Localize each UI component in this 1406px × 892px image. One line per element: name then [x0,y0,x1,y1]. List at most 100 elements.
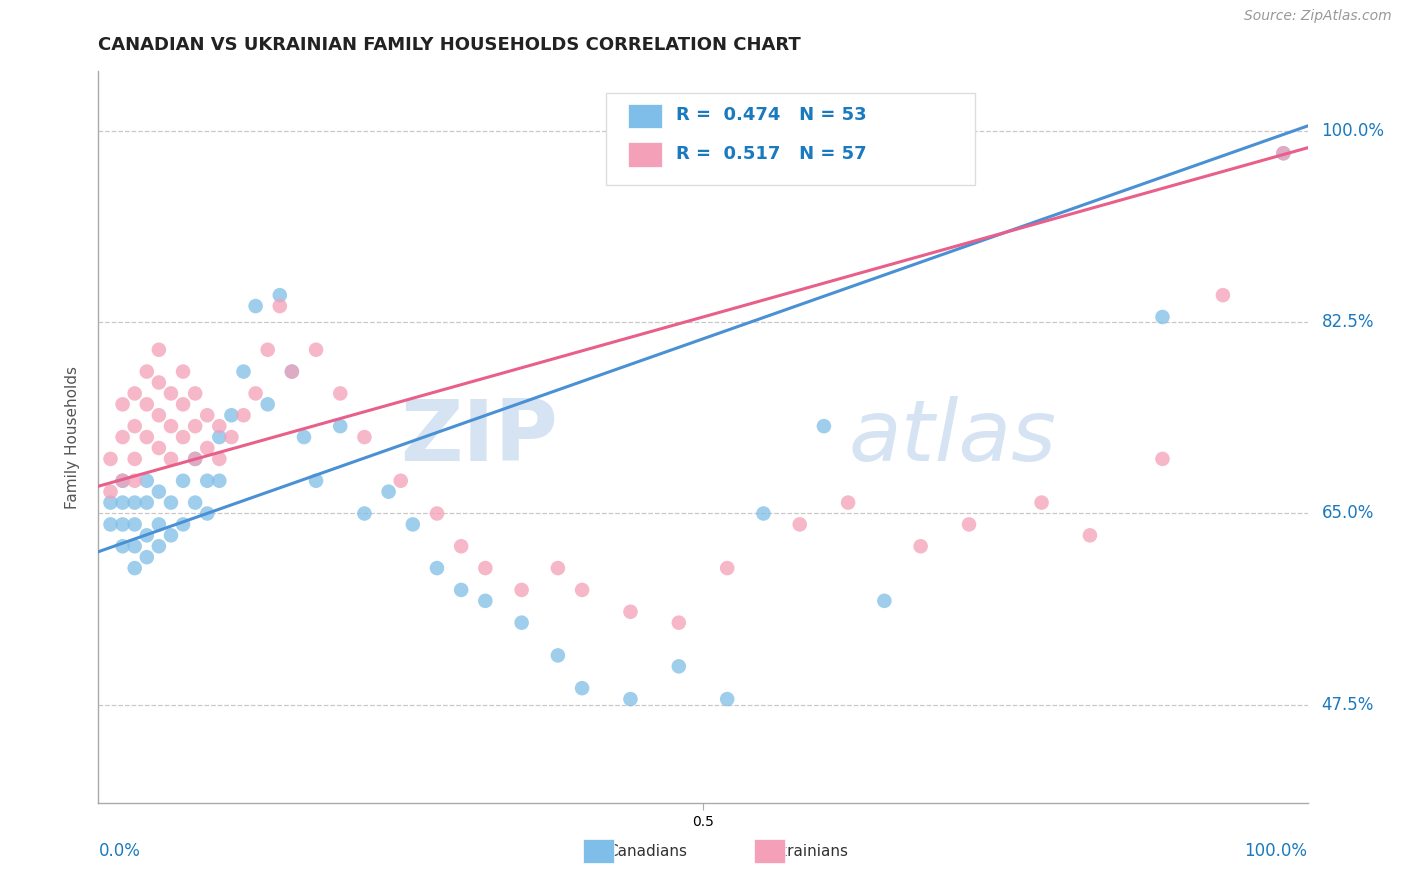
Point [329,419,352,434]
Point [184,495,207,509]
Point [571,681,593,695]
Text: Canadians: Canadians [607,845,686,859]
Point [547,648,569,663]
Point [957,517,980,532]
Point [389,474,412,488]
Point [172,474,194,488]
Point [813,419,835,434]
Text: atlas: atlas [848,395,1056,479]
Point [148,539,170,553]
Point [547,561,569,575]
Point [450,582,472,597]
Point [124,539,146,553]
Point [100,451,122,466]
Text: 100.0%: 100.0% [1322,122,1385,140]
Point [148,441,170,455]
Point [232,409,254,423]
Text: CANADIAN VS UKRAINIAN FAMILY HOUSEHOLDS CORRELATION CHART: CANADIAN VS UKRAINIAN FAMILY HOUSEHOLDS … [98,36,801,54]
Point [474,561,496,575]
Point [281,365,304,379]
Point [100,517,122,532]
Point [510,615,533,630]
Point [100,495,122,509]
Point [1031,495,1053,509]
Point [124,474,146,488]
Point [208,430,231,444]
Point [450,539,472,553]
Text: 0.0%: 0.0% [98,842,141,860]
Text: R =  0.474   N = 53: R = 0.474 N = 53 [676,106,868,124]
Point [1212,288,1234,302]
Point [256,343,278,357]
Point [195,474,218,488]
Point [402,517,425,532]
Point [160,528,183,542]
Point [1152,451,1174,466]
Point [148,484,170,499]
Point [668,615,690,630]
Point [124,561,146,575]
Point [160,386,183,401]
Point [910,539,932,553]
Point [135,495,157,509]
Text: 65.0%: 65.0% [1322,505,1374,523]
Point [172,517,194,532]
Point [111,495,134,509]
Point [195,441,218,455]
Point [184,451,207,466]
Point [124,451,146,466]
Point [329,386,352,401]
Point [269,299,291,313]
Point [184,451,207,466]
Point [837,495,859,509]
Point [426,561,449,575]
Point [221,409,243,423]
Point [305,343,328,357]
Point [1272,146,1295,161]
Text: R =  0.517   N = 57: R = 0.517 N = 57 [676,145,868,163]
Point [292,430,315,444]
Point [172,365,194,379]
FancyBboxPatch shape [628,103,662,128]
Point [124,386,146,401]
Point [752,507,775,521]
FancyBboxPatch shape [628,143,662,167]
Point [353,430,375,444]
Point [668,659,690,673]
Point [124,419,146,434]
Point [135,397,157,411]
Point [135,528,157,542]
Text: 100.0%: 100.0% [1244,842,1308,860]
Point [208,451,231,466]
Point [111,430,134,444]
Point [716,692,738,706]
Point [184,419,207,434]
Point [135,430,157,444]
Point [184,386,207,401]
Text: ZIP: ZIP [401,395,558,479]
Point [571,582,593,597]
Point [281,365,304,379]
Point [619,692,641,706]
Point [100,484,122,499]
Point [124,495,146,509]
Point [789,517,811,532]
Point [195,409,218,423]
Point [111,517,134,532]
Point [148,376,170,390]
Point [474,594,496,608]
Point [135,365,157,379]
Point [111,474,134,488]
Point [510,582,533,597]
Point [256,397,278,411]
Point [111,539,134,553]
Point [221,430,243,444]
Point [1272,146,1295,161]
Point [353,507,375,521]
Point [716,561,738,575]
Point [377,484,399,499]
Point [232,365,254,379]
Point [148,343,170,357]
Point [245,386,267,401]
Point [148,409,170,423]
